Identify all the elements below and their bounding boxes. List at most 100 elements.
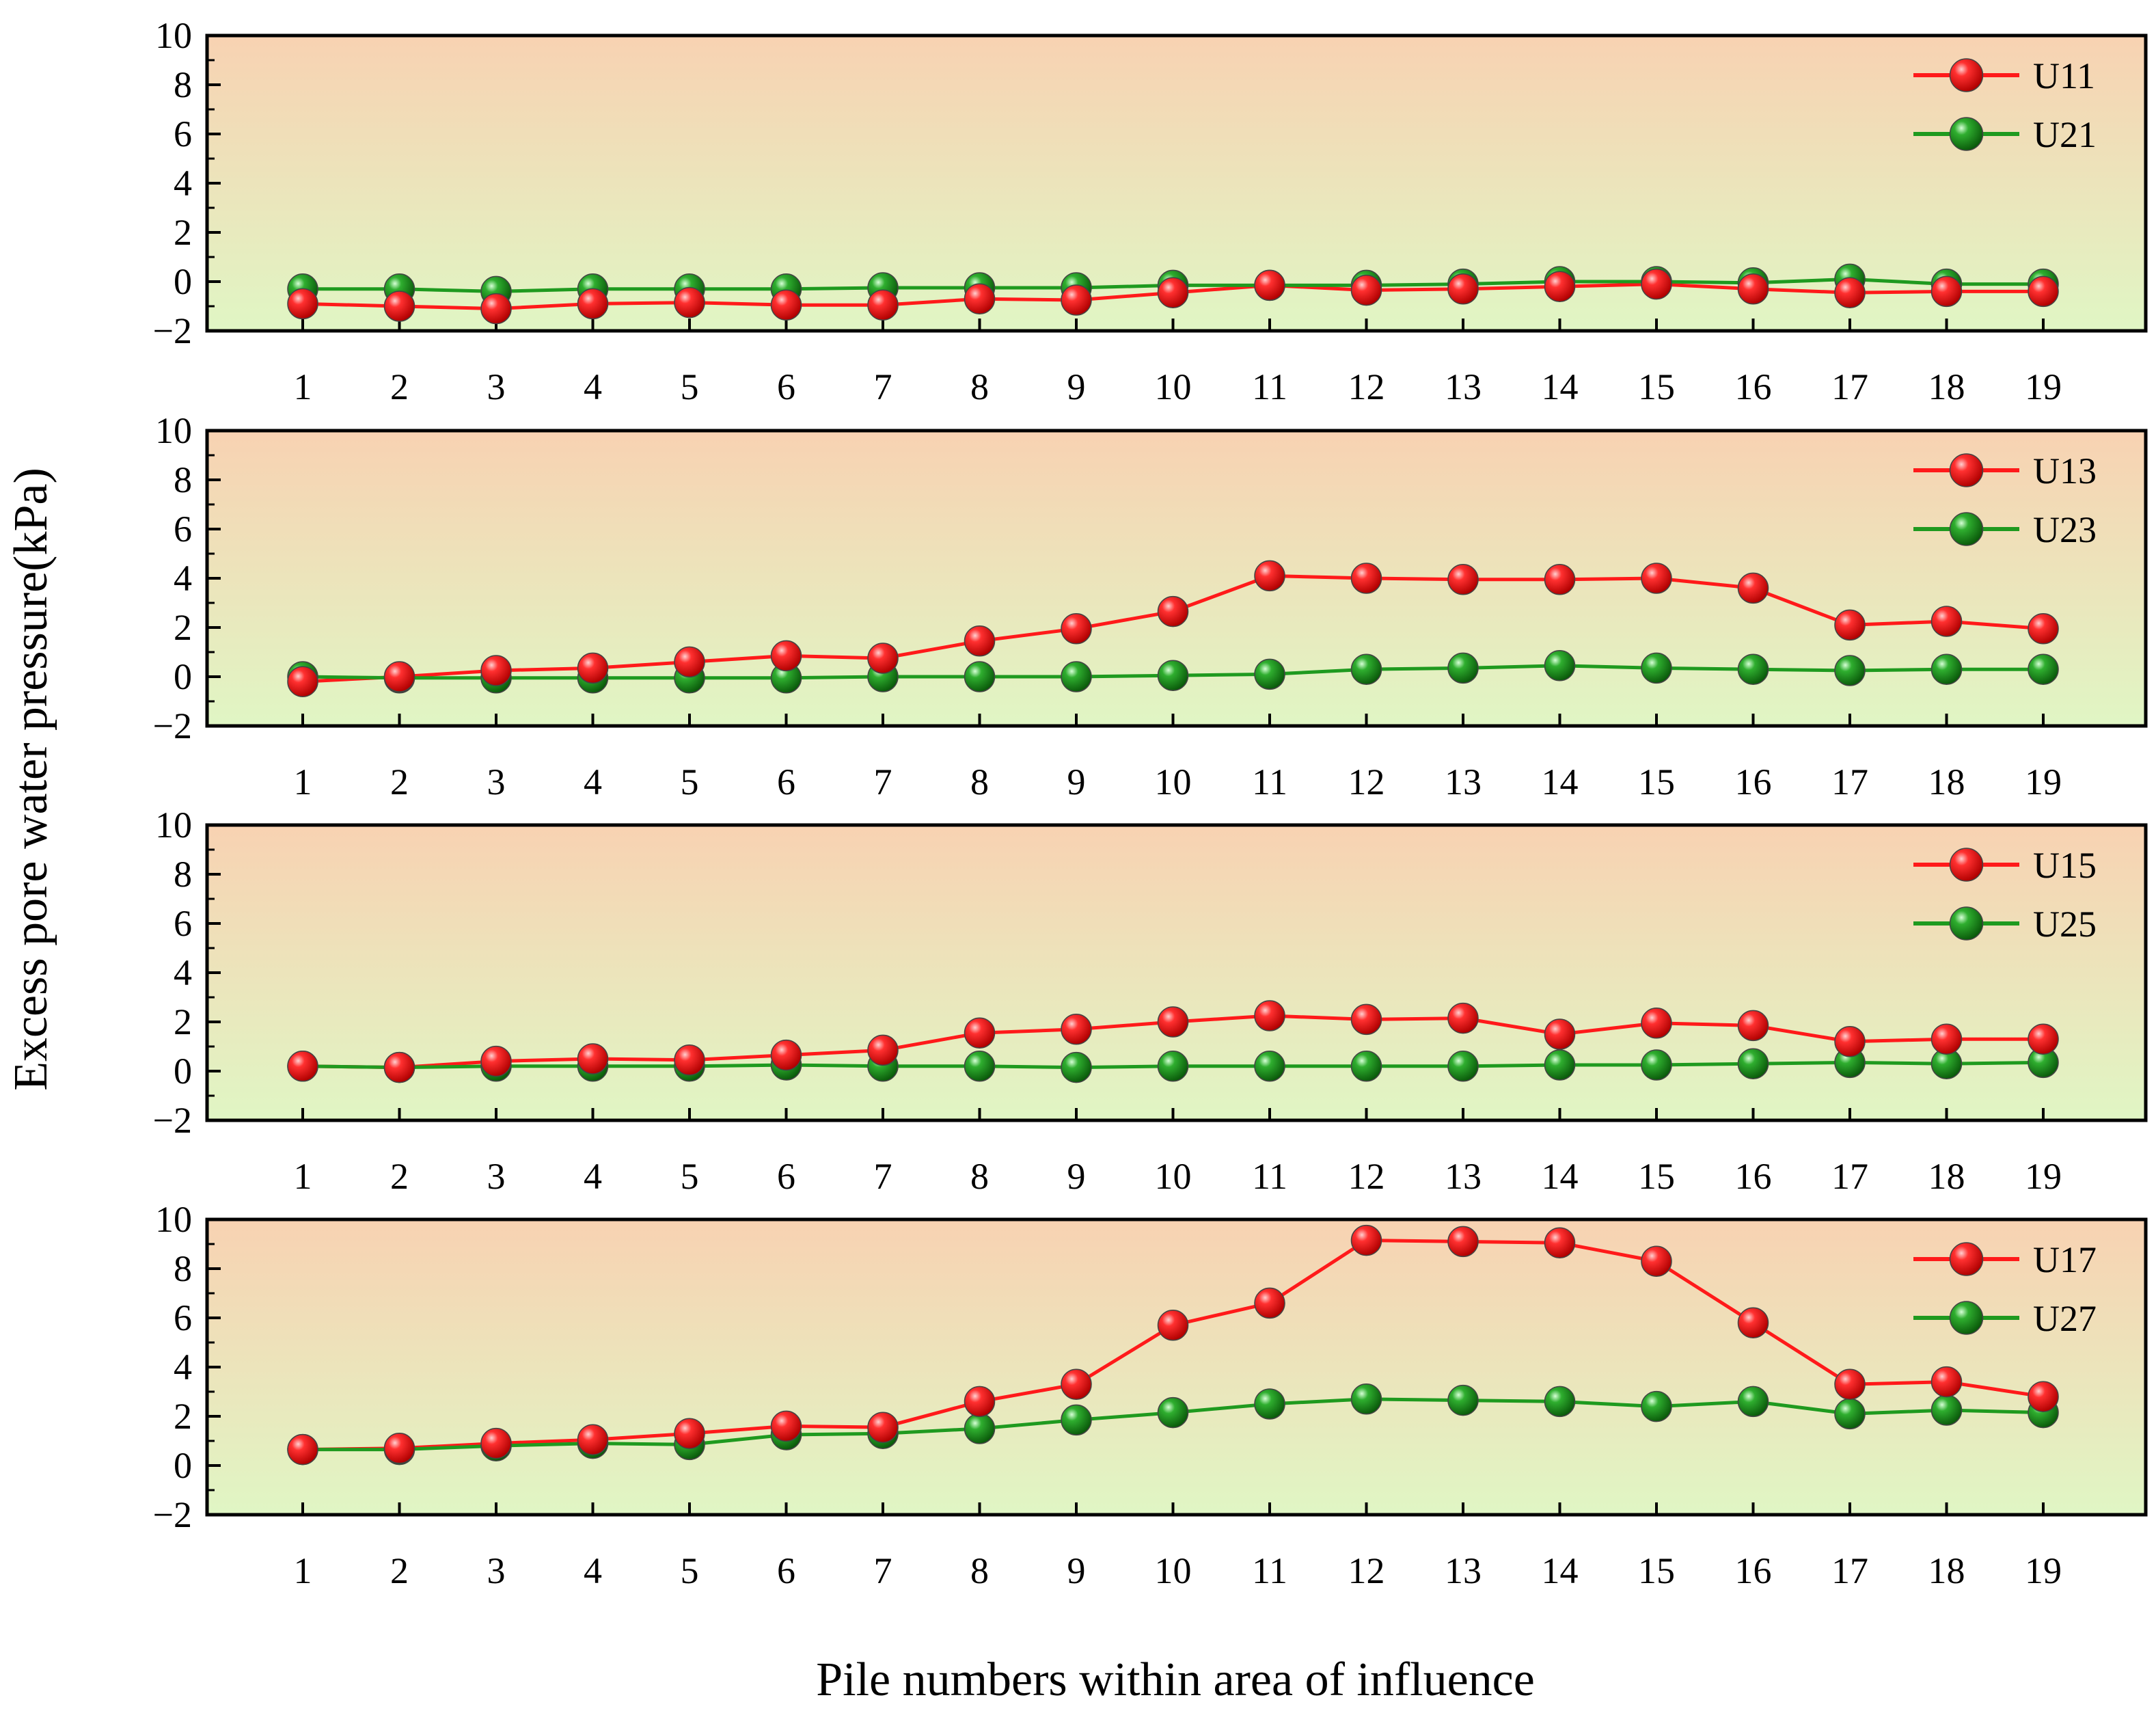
point-U23-15 [1641, 652, 1672, 684]
x-tick-label: 10 [1155, 1550, 1192, 1591]
x-tick-label: 15 [1638, 1550, 1675, 1591]
y-tick-label: −2 [153, 1494, 192, 1535]
x-tick-label: 13 [1445, 1550, 1482, 1591]
plot-background [207, 1219, 2146, 1515]
y-tick-label: 8 [174, 64, 192, 105]
point-U17-17 [1834, 1368, 1866, 1400]
point-U17-12 [1350, 1224, 1382, 1256]
point-U11-7 [867, 289, 899, 321]
x-tick-label: 6 [777, 761, 795, 802]
legend-label-U25: U25 [2033, 904, 2097, 945]
point-U27-9 [1061, 1404, 1092, 1436]
point-U23-18 [1930, 653, 1963, 685]
point-U17-6 [770, 1410, 802, 1442]
point-U11-19 [2028, 275, 2059, 308]
x-tick-label: 7 [874, 761, 892, 802]
point-U27-8 [964, 1413, 996, 1444]
point-U13-1 [287, 666, 318, 697]
x-tick-label: 18 [1928, 1156, 1965, 1197]
x-tick-label: 16 [1735, 1156, 1772, 1197]
y-tick-label: 6 [174, 509, 192, 550]
point-U17-18 [1930, 1366, 1963, 1398]
point-U13-3 [480, 655, 512, 686]
x-axis-title: Pile numbers within area of influence [816, 1653, 1535, 1706]
x-tick-label: 2 [390, 1550, 409, 1591]
point-U13-9 [1061, 613, 1092, 645]
point-U13-11 [1254, 560, 1285, 592]
point-U11-16 [1737, 273, 1769, 305]
y-tick-label: 10 [155, 15, 192, 56]
point-U15-5 [674, 1044, 705, 1076]
point-U13-15 [1641, 563, 1672, 594]
x-tick-label: 16 [1735, 366, 1772, 407]
point-U17-14 [1544, 1227, 1576, 1258]
x-tick-label: 10 [1155, 761, 1192, 802]
point-U25-16 [1737, 1048, 1769, 1079]
y-tick-label: 6 [174, 1297, 192, 1338]
point-U15-4 [577, 1043, 609, 1075]
y-tick-label: 2 [174, 1396, 192, 1437]
point-U13-13 [1447, 564, 1479, 595]
x-tick-label: 15 [1638, 1156, 1675, 1197]
point-U11-17 [1834, 277, 1866, 308]
point-U13-7 [867, 643, 899, 674]
y-tick-label: 0 [174, 656, 192, 697]
x-tick-label: 5 [681, 1156, 699, 1197]
point-U13-18 [1930, 606, 1963, 637]
point-U13-8 [964, 625, 996, 657]
legend-marker-U21 [1949, 117, 1984, 151]
point-U15-2 [383, 1051, 415, 1083]
y-tick-label: 6 [174, 903, 192, 944]
x-tick-label: 5 [681, 1550, 699, 1591]
legend-marker-U11 [1949, 58, 1984, 92]
legend-label-U23: U23 [2033, 509, 2097, 550]
point-U13-5 [674, 646, 705, 678]
x-tick-label: 12 [1348, 366, 1385, 407]
y-tick-label: 8 [174, 1248, 192, 1289]
y-tick-label: 0 [174, 1445, 192, 1486]
legend-marker-U13 [1949, 453, 1984, 487]
legend-label-U27: U27 [2033, 1298, 2097, 1339]
point-U11-15 [1641, 268, 1672, 300]
point-U25-12 [1350, 1051, 1382, 1082]
x-tick-label: 14 [1542, 761, 1579, 802]
x-tick-label: 14 [1542, 1156, 1579, 1197]
point-U15-9 [1061, 1014, 1092, 1045]
point-U27-18 [1930, 1394, 1963, 1426]
plot-frame [205, 823, 2148, 1122]
point-U13-19 [2028, 613, 2059, 645]
point-U25-15 [1641, 1049, 1672, 1081]
point-U17-19 [2028, 1381, 2059, 1412]
x-tick-label: 10 [1155, 1156, 1192, 1197]
point-U11-1 [287, 288, 318, 320]
point-U15-17 [1834, 1026, 1866, 1057]
point-U15-16 [1737, 1010, 1769, 1042]
point-U17-8 [964, 1386, 996, 1418]
point-U17-3 [480, 1427, 512, 1459]
x-tick-label: 12 [1348, 761, 1385, 802]
x-tick-label: 4 [584, 761, 602, 802]
y-tick-label: −2 [153, 310, 192, 351]
x-tick-label: 11 [1252, 761, 1287, 802]
y-tick-label: 0 [174, 261, 192, 302]
x-tick-label: 11 [1252, 366, 1287, 407]
y-tick-label: 10 [155, 410, 192, 451]
x-tick-label: 14 [1542, 1550, 1579, 1591]
x-tick-label: 11 [1252, 1156, 1287, 1197]
point-U13-6 [770, 640, 802, 672]
y-tick-label: 2 [174, 212, 192, 253]
x-tick-label: 19 [2025, 1550, 2062, 1591]
point-U11-18 [1930, 275, 1963, 308]
point-U13-2 [383, 661, 415, 692]
point-U25-9 [1061, 1051, 1092, 1083]
point-U11-12 [1350, 274, 1382, 306]
point-U27-15 [1641, 1390, 1672, 1422]
x-tick-label: 15 [1638, 366, 1675, 407]
x-tick-label: 8 [970, 366, 989, 407]
x-tick-label: 1 [294, 761, 312, 802]
point-U23-8 [964, 661, 996, 692]
point-U27-10 [1157, 1396, 1189, 1429]
x-tick-label: 3 [487, 1550, 506, 1591]
x-tick-label: 7 [874, 1550, 892, 1591]
